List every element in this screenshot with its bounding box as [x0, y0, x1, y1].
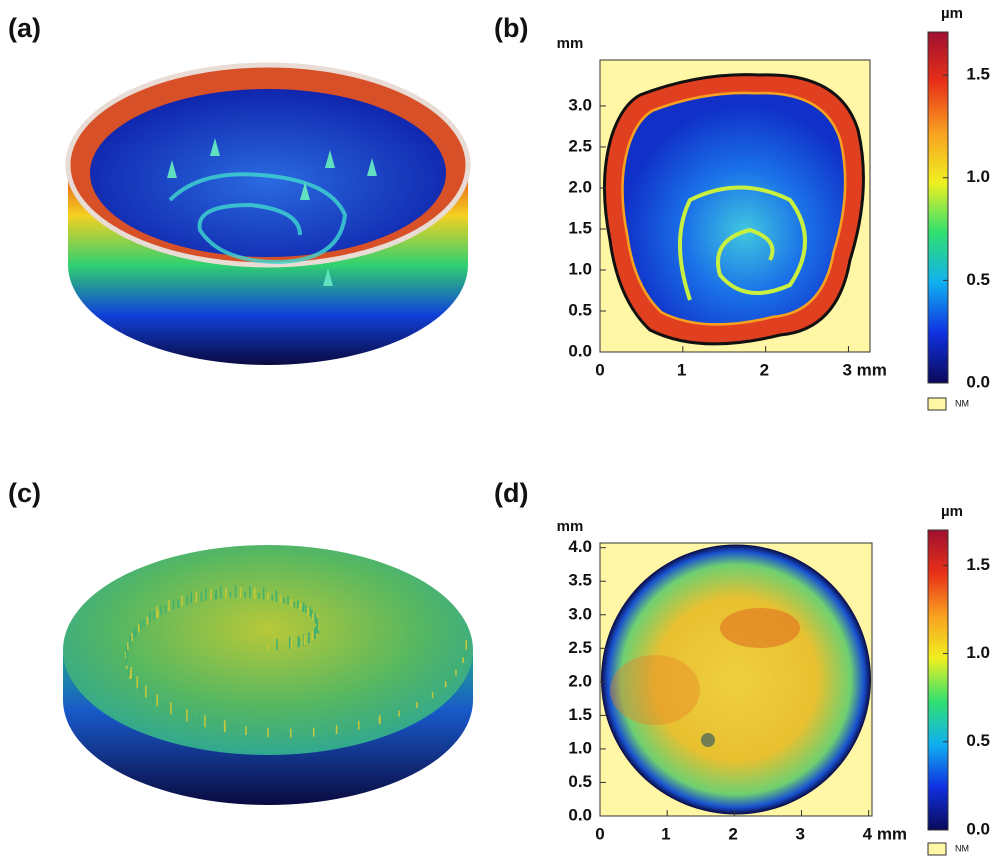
x-tick-label: 3 mm: [842, 360, 886, 379]
colorbar-tick-label: 1.0: [966, 167, 990, 186]
x-tick-label: 2: [760, 360, 769, 379]
panel-label: (a): [8, 13, 41, 43]
colorbar-tick-label: 0.0: [966, 819, 990, 838]
panel: (c): [8, 478, 473, 805]
x-tick-label: 0: [595, 824, 604, 843]
y-tick-label: 1.5: [568, 218, 592, 237]
bowl-floor: [90, 89, 446, 257]
colorbar-tick-label: 0.5: [966, 731, 990, 750]
x-tick-label: 3: [795, 824, 804, 843]
colorbar: [928, 530, 948, 830]
colorbar-tick-label: 0.0: [966, 372, 990, 391]
cold-spot: [701, 733, 715, 747]
y-tick-label: 1.0: [568, 738, 592, 757]
figure: (a) 0 1 2 3 mm 0.0 0.5 1.0 1.5 2.0 2.5 3.0 mm 0.0 0.5 1…: [0, 0, 997, 860]
x-tick-label: 1: [661, 824, 670, 843]
y-axis-unit: mm: [557, 518, 584, 535]
ring-inner: [622, 93, 845, 325]
y-tick-label: 3.0: [568, 95, 592, 114]
panel: (a): [8, 13, 468, 365]
y-tick-label: 0.0: [568, 341, 592, 360]
panel-label: (c): [8, 478, 41, 508]
y-tick-label: 4.0: [568, 537, 592, 556]
hot-spot: [720, 608, 800, 648]
y-tick-label: 0.5: [568, 772, 592, 791]
nodata-swatch: [928, 843, 946, 855]
nodata-label: NM: [955, 398, 969, 408]
y-tick-label: 2.0: [568, 671, 592, 690]
y-tick-label: 2.5: [568, 638, 592, 657]
x-tick-label: 0: [595, 360, 604, 379]
colorbar-tick-label: 1.0: [966, 643, 990, 662]
y-tick-label: 0.0: [568, 805, 592, 824]
hot-spot: [610, 655, 700, 725]
y-tick-label: 1.0: [568, 259, 592, 278]
colorbar-title: µm: [941, 5, 963, 22]
y-tick-label: 1.5: [568, 705, 592, 724]
x-tick-label: 1: [677, 360, 686, 379]
panel-label: (d): [494, 478, 528, 508]
y-tick-label: 3.0: [568, 604, 592, 623]
colorbar: [928, 32, 948, 383]
panel: 0 1 2 3 4 mm 0.0 0.5 1.0 1.5 2.0 2.5 3.0 3.5 4.0 mm 0.0…: [494, 478, 990, 855]
y-tick-label: 2.0: [568, 177, 592, 196]
panel-label: (b): [494, 13, 528, 43]
x-tick-label: 2: [728, 824, 737, 843]
x-tick-label: 4 mm: [863, 824, 907, 843]
y-tick-label: 2.5: [568, 136, 592, 155]
panel: 0 1 2 3 mm 0.0 0.5 1.0 1.5 2.0 2.5 3.0 mm 0.0 0.5 1.0 1…: [494, 5, 990, 410]
colorbar-title: µm: [941, 503, 963, 520]
y-axis-unit: mm: [557, 35, 584, 52]
colorbar-tick-label: 0.5: [966, 270, 990, 289]
colorbar-tick-label: 1.5: [966, 65, 990, 84]
y-tick-label: 3.5: [568, 571, 592, 590]
nodata-swatch: [928, 398, 946, 410]
y-tick-label: 0.5: [568, 300, 592, 319]
colorbar-tick-label: 1.5: [966, 555, 990, 574]
nodata-label: NM: [955, 843, 969, 853]
